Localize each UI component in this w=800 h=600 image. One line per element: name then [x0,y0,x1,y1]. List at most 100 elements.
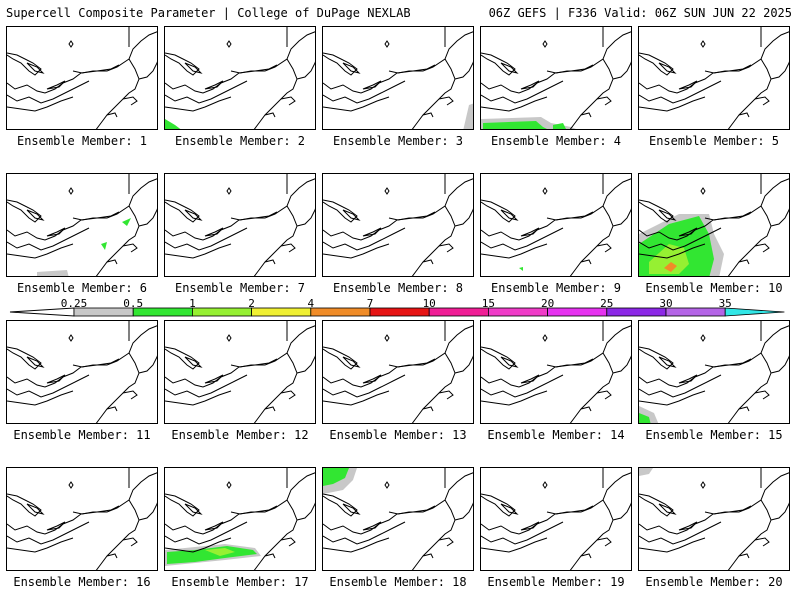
colorbar-segment [251,307,312,317]
map-boundary [280,243,296,253]
diamond-marker-icon [68,187,74,195]
map-boundary [7,96,74,112]
ensemble-member-label: Ensemble Member: 16 [13,575,151,589]
map-boundary [678,227,698,237]
map-boundary [7,537,74,553]
member-map-svg [7,174,157,276]
colorbar-tick-label: 2 [248,297,255,310]
map-boundary [184,209,203,221]
map-boundary [323,537,390,553]
map-boundary [138,355,157,374]
map-boundary [422,553,434,559]
map-boundary [704,325,789,368]
map-boundary [323,243,390,259]
member-map-svg [323,27,473,129]
member-map-svg [323,321,473,423]
ensemble-member-map [322,26,474,130]
map-boundary [678,80,698,90]
diamond-marker-icon [226,187,232,195]
member-map-svg [481,27,631,129]
member-map-svg [165,321,315,423]
colorbar-tick-label: 15 [481,297,496,310]
map-boundary [7,374,90,398]
map-boundary [454,61,473,80]
map-boundary [612,208,631,227]
ensemble-member-map [480,320,632,424]
map-boundary [323,513,398,535]
map-boundary [388,472,473,515]
scp-shaded-area [639,468,653,476]
map-boundary [639,513,714,535]
member-map-svg [639,174,789,276]
ensemble-member-label: Ensemble Member: 20 [645,575,783,589]
diamond-marker-icon [700,481,706,489]
map-boundary [253,205,298,276]
colorbar-segment [724,307,785,317]
colorbar-tick-label: 0.5 [123,297,144,310]
map-boundary [138,208,157,227]
member-map-svg [639,321,789,423]
map-boundary [26,503,45,515]
map-boundary [481,521,564,545]
map-boundary [323,521,406,545]
diamond-marker-icon [384,40,390,48]
map-boundary [546,472,631,515]
map-boundary [596,537,612,547]
map-boundary [122,390,138,400]
map-boundary [165,513,240,535]
map-boundary [165,521,248,545]
map-boundary [727,352,772,423]
map-boundary [546,178,631,221]
map-boundary [738,112,750,118]
diamond-marker-icon [384,334,390,342]
scp-shaded-area [483,121,547,129]
scp-shaded-area [664,262,677,272]
chart-title: Supercell Composite Parameter | College … [6,6,411,20]
diamond-marker-icon [542,40,548,48]
map-boundary [165,72,240,94]
ensemble-member-map [638,320,790,424]
map-boundary [7,521,90,545]
map-boundary [296,208,315,227]
map-boundary [678,374,698,384]
ensemble-member-map [164,320,316,424]
map-boundary [411,58,456,129]
map-boundary [204,80,224,90]
map-boundary [704,31,789,74]
map-boundary [481,390,548,406]
map-boundary [612,502,631,521]
ensemble-member-map [322,467,474,571]
ensemble-member-label: Ensemble Member: 17 [171,575,309,589]
map-boundary [438,390,454,400]
map-boundary [704,472,789,515]
map-boundary [658,209,677,221]
map-boundary [580,406,592,412]
map-boundary [7,390,74,406]
map-boundary [580,259,592,265]
map-boundary [253,58,298,129]
map-boundary [678,521,698,531]
map-boundary [569,352,614,423]
map-boundary [520,521,540,531]
map-boundary [639,80,722,104]
map-boundary [438,537,454,547]
map-boundary [122,243,138,253]
map-boundary [165,96,232,112]
map-boundary [422,112,434,118]
colorbar-tick-label: 4 [307,297,315,310]
diamond-marker-icon [68,481,74,489]
map-boundary [658,503,677,515]
map-boundary [46,227,66,237]
map-boundary [422,406,434,412]
map-boundary [438,96,454,106]
map-boundary [280,537,296,547]
scp-shaded-area [205,548,235,556]
ensemble-member-label: Ensemble Member: 10 [645,281,783,295]
member-map-svg [481,321,631,423]
ensemble-member-map [6,467,158,571]
map-boundary [438,243,454,253]
map-boundary [280,390,296,400]
ensemble-member-map [164,467,316,571]
map-boundary [46,521,66,531]
map-boundary [165,366,240,388]
